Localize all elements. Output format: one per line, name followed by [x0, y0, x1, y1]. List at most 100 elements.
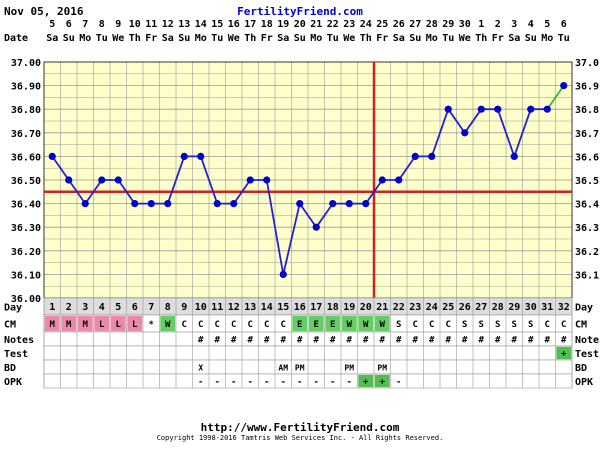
weekday-label: Su	[525, 33, 537, 44]
cm-cell-bg	[292, 315, 308, 332]
y-tick-right: 37.0	[575, 58, 599, 69]
notes-cell: #	[429, 336, 435, 346]
notes-cell: #	[297, 336, 303, 346]
row-label-notes: Notes	[4, 335, 34, 346]
date-label: 22	[327, 19, 339, 30]
temp-point	[362, 200, 370, 208]
cm-cell: C	[264, 320, 269, 330]
notes-cell: #	[396, 336, 402, 346]
weekday-label: Fr	[492, 33, 504, 44]
weekday-label: Tu	[442, 33, 454, 44]
temp-point	[98, 176, 106, 184]
bd-cell: AM	[278, 364, 288, 373]
notes-cell: #	[413, 336, 419, 346]
temp-line-segment	[233, 179, 251, 205]
opk-cell: -	[330, 378, 335, 388]
temp-point	[510, 152, 518, 160]
date-label: 9	[115, 19, 121, 30]
notes-cell: #	[330, 336, 336, 346]
temp-point	[461, 129, 469, 137]
y-tick-left: 36.60	[11, 152, 41, 163]
notes-cell: #	[314, 336, 320, 346]
opk-cell: -	[281, 378, 286, 388]
temp-line-segment	[84, 179, 103, 205]
date-label: 18	[261, 19, 273, 30]
temp-line-segment	[365, 179, 383, 205]
cm-cell: S	[396, 320, 401, 330]
row-label-right-opk: OPK	[575, 377, 593, 388]
cm-cell-bg	[77, 315, 93, 332]
footer-url-link[interactable]: http://www.FertilityFriend.com	[200, 421, 400, 434]
weekday-label: Mo	[195, 33, 207, 44]
temp-line-segment	[464, 108, 482, 134]
cm-cell: W	[347, 320, 353, 330]
opk-cell: -	[297, 378, 302, 388]
cm-cell-bg	[44, 315, 60, 332]
weekday-label: Sa	[277, 33, 289, 44]
date-label: 1	[478, 19, 484, 30]
temp-point	[197, 152, 205, 160]
cm-cell: W	[363, 320, 369, 330]
weekday-label: Tu	[558, 33, 570, 44]
row-label-opk: OPK	[4, 377, 22, 388]
temp-point	[560, 82, 568, 90]
weekday-label: Sa	[46, 33, 58, 44]
weekday-label: Sa	[162, 33, 174, 44]
opk-cell: -	[314, 378, 319, 388]
opk-cell: -	[396, 378, 401, 388]
cm-cell: C	[198, 320, 203, 330]
temp-point	[494, 105, 502, 113]
weekday-label: Su	[178, 33, 190, 44]
notes-cell: #	[495, 336, 501, 346]
date-label: 28	[426, 19, 438, 30]
y-tick-left: 36.70	[11, 129, 41, 140]
notes-cell: #	[512, 336, 518, 346]
weekday-label: Mo	[426, 33, 438, 44]
notes-cell: #	[528, 336, 534, 346]
bd-cell: PM	[377, 364, 387, 373]
day-cell: 20	[360, 302, 372, 313]
notes-cell: #	[545, 336, 551, 346]
temp-point	[477, 105, 485, 113]
weekday-label: Tu	[96, 33, 108, 44]
row-label-right-day: Day	[575, 303, 593, 314]
date-label: 19	[277, 19, 289, 30]
test-cell-bg	[556, 346, 572, 360]
temp-point	[543, 105, 551, 113]
day-cell: 22	[393, 302, 405, 313]
date-label: 2	[495, 19, 501, 30]
day-cell: 26	[459, 302, 471, 313]
day-cell: 32	[558, 302, 570, 313]
y-tick-left: 36.90	[11, 82, 41, 93]
weekday-label: Th	[360, 33, 372, 44]
row-label-date: Date	[4, 33, 28, 44]
temp-point	[263, 176, 271, 184]
row-label-right-notes: Notes	[575, 335, 600, 346]
cm-cell: C	[248, 320, 253, 330]
date-label: 24	[360, 19, 372, 30]
row-label-day: Day	[4, 303, 22, 314]
temp-line-segment	[430, 108, 450, 157]
date-label: 27	[409, 19, 421, 30]
day-cell: 28	[492, 302, 504, 313]
row-label-test: Test	[4, 349, 28, 360]
notes-cell: #	[363, 336, 369, 346]
site-title-link[interactable]: FertilityFriend.com	[237, 5, 363, 18]
cm-cell-bg	[110, 315, 126, 332]
temp-point	[428, 152, 436, 160]
notes-cell: #	[231, 336, 237, 346]
day-cell: 13	[244, 302, 256, 313]
temp-line-segment	[315, 203, 334, 228]
temp-point	[147, 200, 155, 208]
temp-line-segment	[117, 179, 136, 205]
temp-line-segment	[265, 179, 285, 275]
bd-cell: X	[198, 364, 203, 373]
opk-cell: -	[347, 378, 352, 388]
notes-cell: #	[264, 336, 270, 346]
temp-point	[329, 200, 337, 208]
y-tick-right: 36.4	[575, 200, 599, 211]
day-cell: 14	[261, 302, 273, 313]
date-label: 5	[544, 19, 550, 30]
cm-cell: C	[561, 320, 566, 330]
